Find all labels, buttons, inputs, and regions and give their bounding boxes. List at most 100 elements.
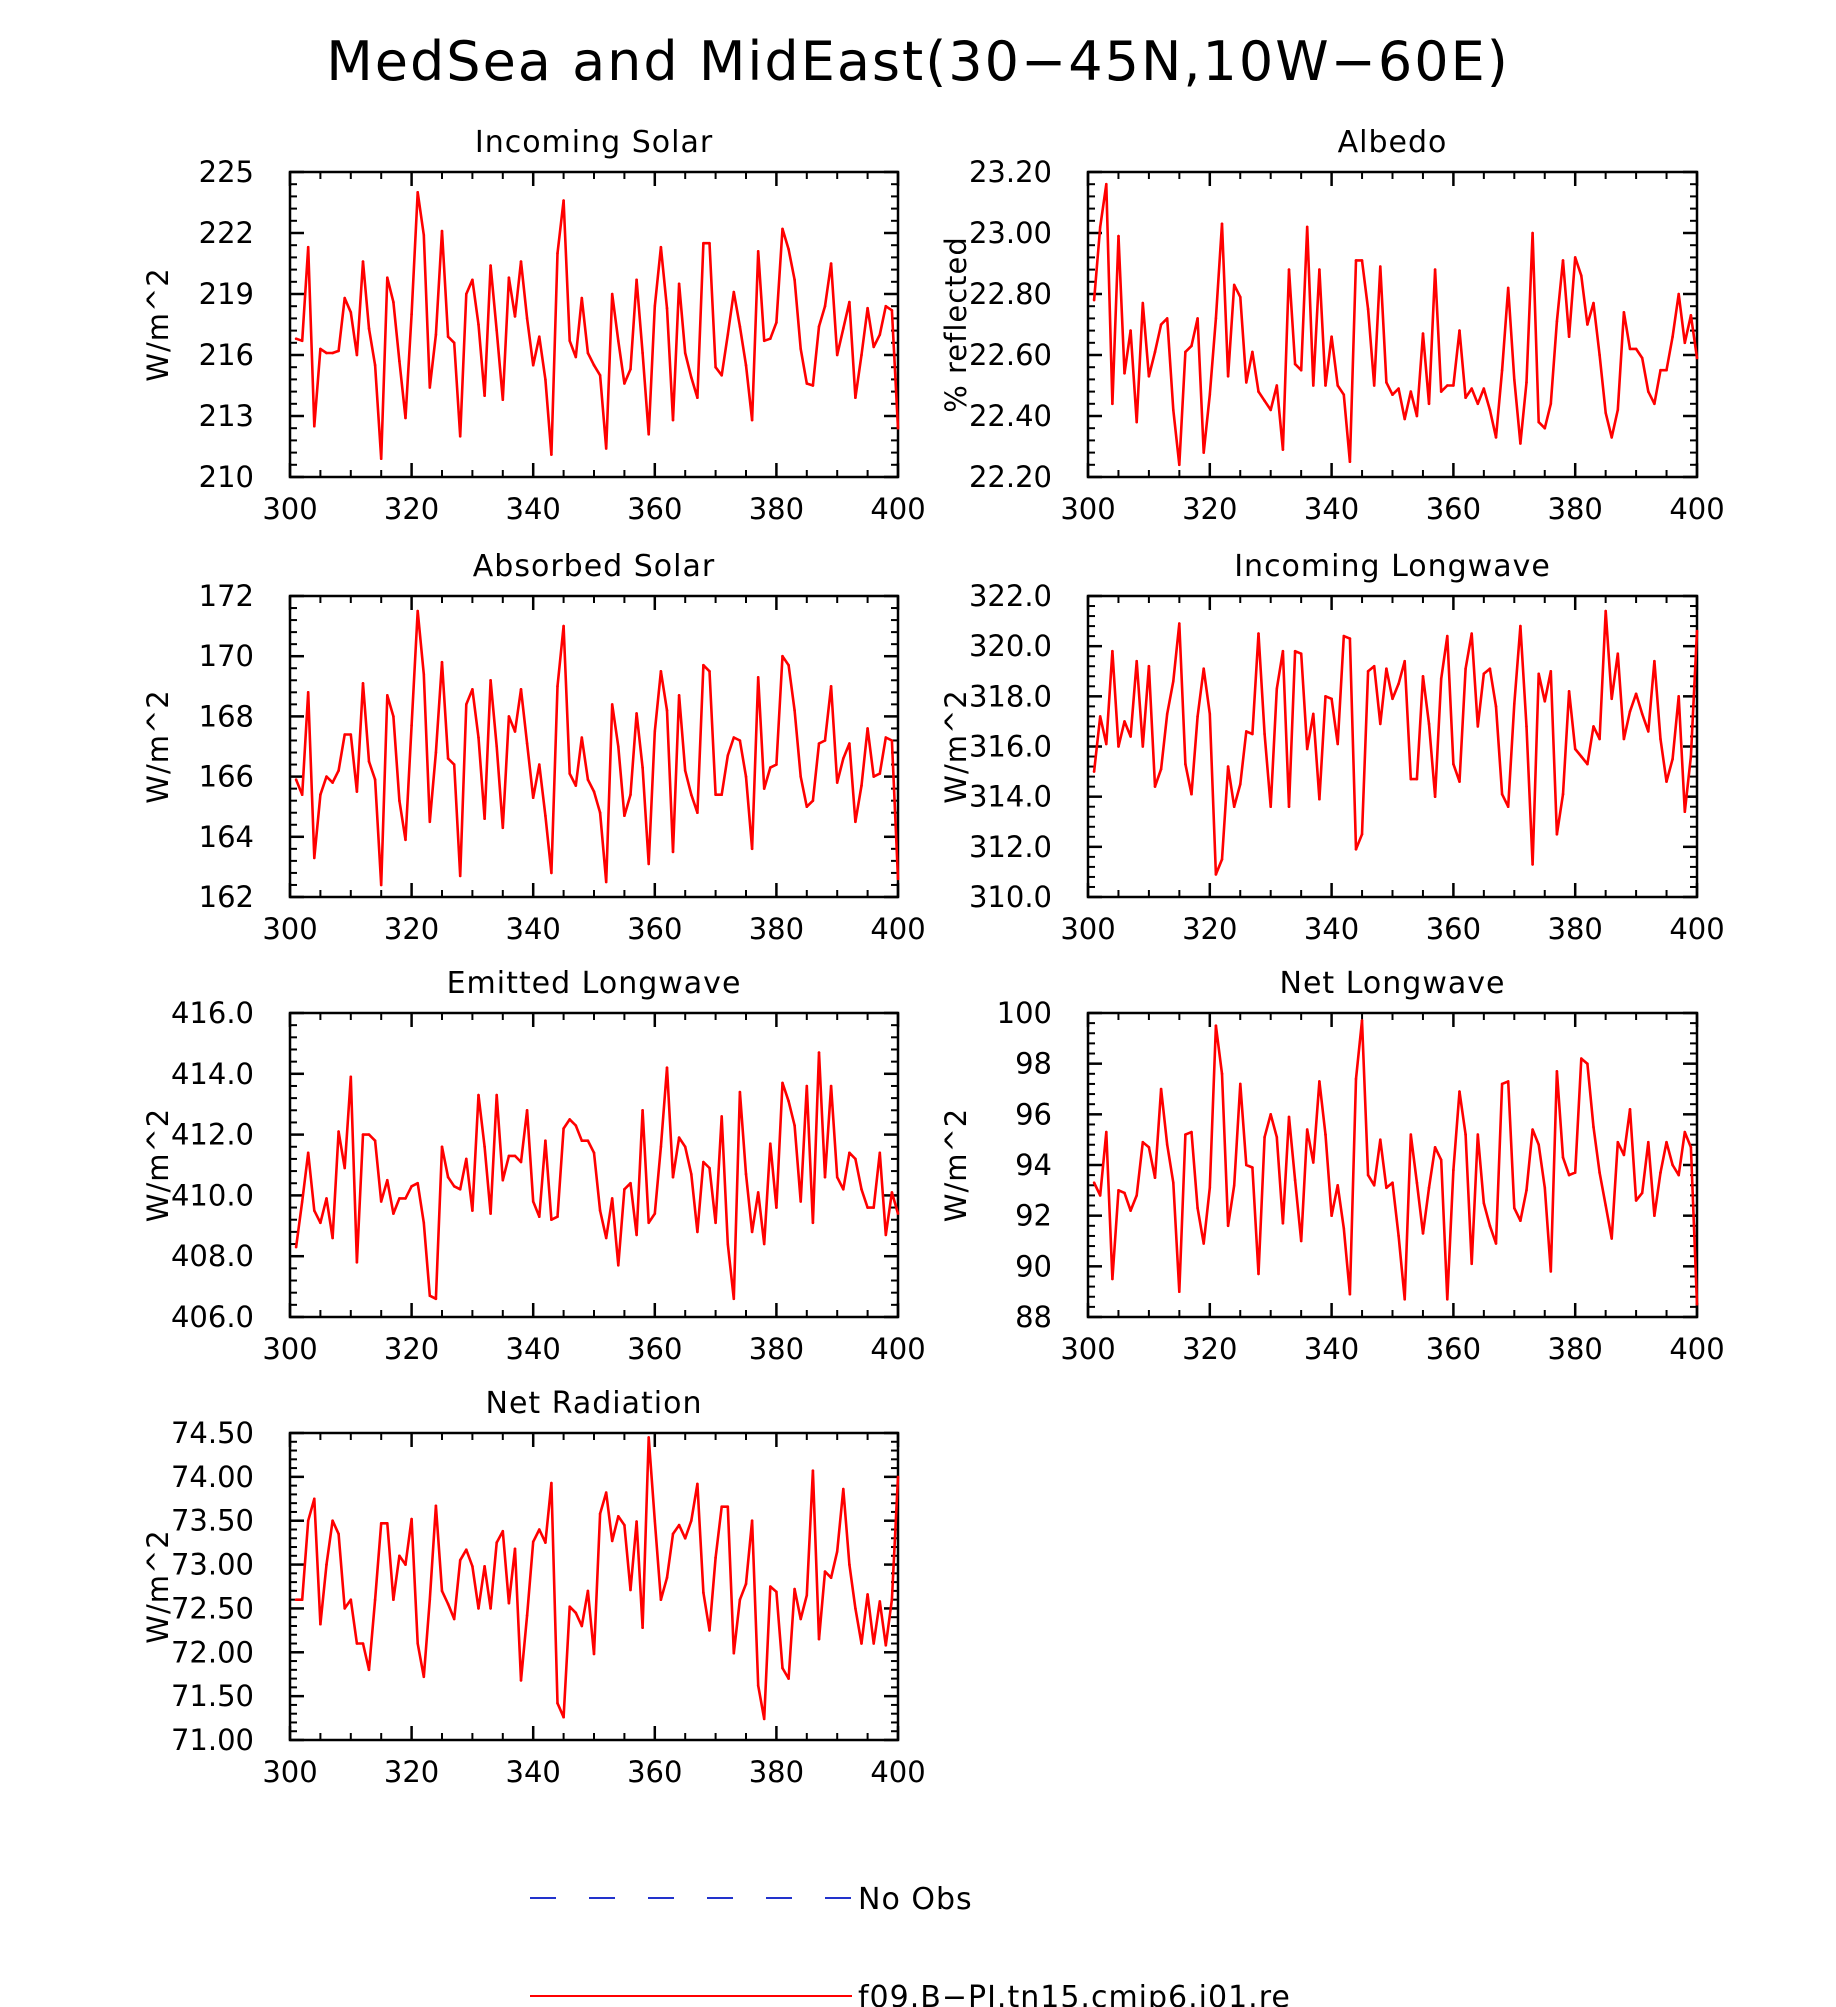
data-point <box>1263 732 1266 736</box>
data-point <box>835 353 839 357</box>
data-point <box>1470 387 1473 390</box>
data-point <box>848 1563 851 1566</box>
data-point <box>872 345 875 349</box>
data-point <box>422 233 426 237</box>
data-point <box>300 793 304 796</box>
data-point <box>604 447 608 450</box>
data-point <box>750 418 754 422</box>
data-point <box>1409 1133 1413 1136</box>
data-point <box>683 351 687 355</box>
data-point <box>1439 390 1443 393</box>
data-point <box>823 1570 827 1573</box>
data-point <box>823 1175 827 1179</box>
panel-incoming-solar: 300 320 340 360 380 400 210 213 216 219 222 225 Inco… <box>141 125 926 526</box>
data-point <box>1458 780 1461 783</box>
data-point <box>337 769 340 772</box>
data-point <box>848 742 851 745</box>
data-point <box>866 727 869 730</box>
data-point <box>1141 1140 1145 1144</box>
x-tick-label: 340 <box>1304 492 1359 526</box>
data-point <box>665 709 669 712</box>
data-point <box>1567 690 1571 693</box>
data-point <box>1598 353 1601 357</box>
data-point <box>653 730 657 733</box>
data-point <box>386 1178 389 1182</box>
data-point <box>1342 1227 1346 1230</box>
data-point <box>410 313 413 316</box>
y-tick-label: 170 <box>199 639 254 673</box>
data-point <box>1470 1262 1473 1266</box>
data-point <box>331 1519 334 1522</box>
y-axis-label: % reflected <box>939 236 973 413</box>
data-point <box>349 1598 353 1601</box>
data-point <box>373 1139 377 1142</box>
y-axis-label: W/m^2 <box>141 689 175 803</box>
x-tick-label: 360 <box>627 1755 682 1789</box>
data-point <box>1580 755 1583 758</box>
data-point <box>1616 408 1620 412</box>
data-point <box>775 763 778 766</box>
data-point <box>1153 785 1157 788</box>
data-point <box>306 245 310 249</box>
data-point <box>1165 317 1169 320</box>
data-point <box>392 715 395 718</box>
data-point <box>1184 350 1187 354</box>
data-point <box>373 778 377 781</box>
data-point <box>355 1642 359 1645</box>
data-point <box>1269 1113 1272 1116</box>
data-point <box>446 757 450 760</box>
data-point <box>1245 730 1248 733</box>
data-point <box>1379 1138 1382 1141</box>
data-point <box>696 811 699 814</box>
data-point <box>525 1109 529 1112</box>
data-point <box>1105 1130 1108 1134</box>
panel-albedo: 300 320 340 360 380 400 22.20 22.40 22.60 22.80 23… <box>939 125 1725 526</box>
panels: 300 320 340 360 380 400 210 213 216 219 222 225 Inco… <box>141 125 1725 1789</box>
data-point <box>1324 695 1327 698</box>
data-point <box>1226 375 1230 378</box>
y-tick-label: 71.50 <box>171 1679 254 1713</box>
data-point <box>623 1523 626 1527</box>
x-tick-label: 400 <box>1669 492 1724 526</box>
data-point <box>343 296 347 300</box>
y-tick-label: 225 <box>199 155 254 189</box>
data-point <box>866 1206 869 1209</box>
data-point <box>483 1565 486 1568</box>
legend-item-f09-b-pi-tn15-cmip6-j01-re: f09.B−PI.tn15.cmip6.j01.re <box>530 1980 1290 2007</box>
data-point <box>1092 770 1096 773</box>
data-point <box>860 1642 863 1645</box>
data-point <box>805 805 809 808</box>
data-point <box>1226 1224 1230 1228</box>
x-tick-label: 320 <box>1182 1332 1237 1366</box>
data-point <box>1677 1173 1680 1177</box>
data-point <box>744 1172 748 1176</box>
data-point <box>1640 1191 1644 1195</box>
data-point <box>732 290 736 294</box>
data-point <box>1366 670 1370 673</box>
data-point <box>756 1684 760 1687</box>
data-point <box>738 739 742 742</box>
data-point <box>1208 393 1212 397</box>
data-point <box>379 1522 383 1525</box>
data-point <box>1506 805 1510 808</box>
data-point <box>337 1532 340 1536</box>
y-tick-label: 94 <box>1015 1148 1052 1182</box>
data-point <box>586 351 590 355</box>
data-point <box>1208 712 1212 716</box>
data-point <box>507 1154 511 1158</box>
y-tick-label: 22.60 <box>969 338 1052 372</box>
data-point <box>452 341 456 345</box>
data-point <box>1659 1171 1662 1174</box>
data-point <box>1561 792 1565 796</box>
y-tick-label: 72.50 <box>171 1591 254 1625</box>
x-tick-label: 340 <box>1304 1332 1359 1366</box>
data-point <box>1415 1181 1419 1184</box>
data-point <box>738 325 742 328</box>
data-point <box>872 1206 875 1209</box>
y-tick-label: 213 <box>199 399 254 433</box>
data-point <box>1159 767 1163 771</box>
data-point <box>732 736 736 739</box>
data-point <box>477 736 480 739</box>
data-point <box>604 1491 608 1494</box>
data-point <box>1561 1156 1565 1159</box>
